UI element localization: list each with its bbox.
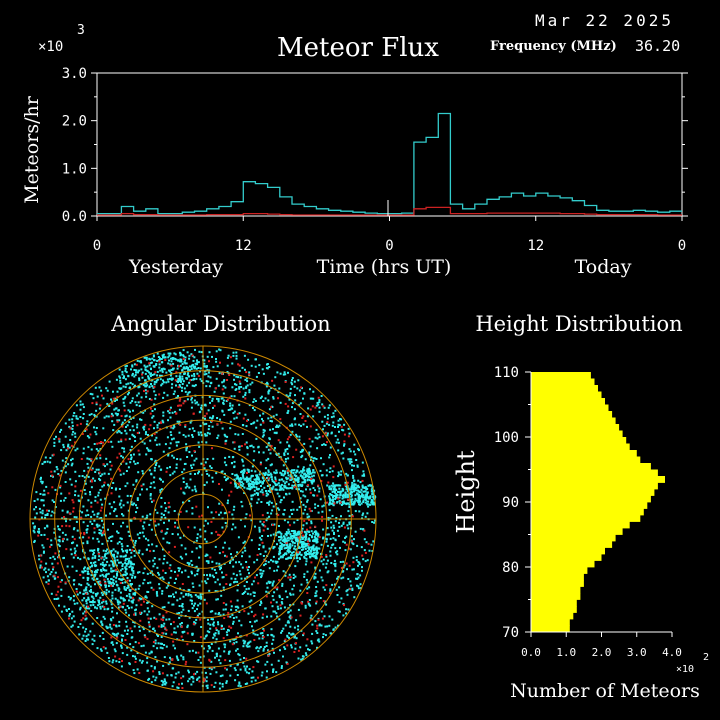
height-bar bbox=[531, 372, 591, 379]
height-bar bbox=[531, 547, 605, 555]
frequency-label: Frequency (MHz) bbox=[490, 39, 617, 54]
height-x-axis-label: Number of Meteors bbox=[510, 680, 700, 702]
flux-x-tick-label: 0 bbox=[93, 238, 101, 254]
flux-y-tick-label: 3.0 bbox=[62, 66, 87, 82]
date-label: Mar 22 2025 bbox=[535, 11, 674, 30]
x-label-yesterday: Yesterday bbox=[128, 256, 223, 278]
height-bar bbox=[531, 619, 570, 626]
flux-y-tick-label: 0.0 bbox=[62, 209, 87, 225]
height-bar bbox=[531, 502, 648, 509]
height-y-tick-label: 90 bbox=[502, 495, 519, 511]
height-bar bbox=[531, 515, 641, 522]
flux-y-axis-label: Meteors/hr bbox=[21, 95, 43, 203]
height-bar bbox=[531, 560, 595, 568]
frequency-value: 36.20 bbox=[635, 37, 680, 55]
height-bar bbox=[531, 625, 570, 633]
height-bar bbox=[531, 541, 613, 548]
height-distribution-chart: 70 80 90 100 110 0.0 1.0 2.0 3.0 4.0 Height Numb… bbox=[452, 365, 709, 702]
height-x-multiplier: ×10 bbox=[676, 664, 694, 675]
height-bar bbox=[531, 599, 577, 607]
height-x-tick-label: 1.0 bbox=[556, 646, 576, 659]
height-bar bbox=[531, 385, 598, 392]
height-bar bbox=[531, 508, 644, 516]
height-bar bbox=[531, 424, 620, 431]
height-bar bbox=[531, 469, 658, 477]
height-x-tick-label: 2.0 bbox=[592, 646, 612, 659]
height-bar bbox=[531, 476, 665, 483]
height-bar bbox=[531, 528, 623, 535]
height-bar bbox=[531, 567, 588, 574]
height-x-tick-label: 3.0 bbox=[627, 646, 647, 659]
height-x-multiplier-exponent: 2 bbox=[703, 652, 709, 663]
height-y-tick-label: 110 bbox=[494, 365, 519, 381]
height-bar bbox=[531, 398, 605, 405]
height-y-tick-label: 70 bbox=[502, 625, 519, 641]
height-bar bbox=[531, 554, 602, 561]
y-multiplier-exponent: 3 bbox=[77, 23, 85, 38]
x-label-today: Today bbox=[575, 256, 632, 278]
flux-x-tick-label: 12 bbox=[527, 238, 544, 254]
y-multiplier: ×10 bbox=[38, 39, 63, 55]
height-bar bbox=[531, 593, 581, 600]
height-bar bbox=[531, 521, 630, 529]
flux-series-line-0 bbox=[97, 112, 682, 215]
height-bar bbox=[531, 580, 584, 587]
angular-title: Angular Distribution bbox=[110, 312, 330, 336]
height-title: Height Distribution bbox=[475, 312, 682, 336]
height-x-tick-label: 0.0 bbox=[521, 646, 541, 659]
flux-x-tick-label: 12 bbox=[235, 238, 252, 254]
angular-grid bbox=[29, 345, 377, 693]
height-bar bbox=[531, 378, 595, 386]
chart-title: Meteor Flux bbox=[277, 33, 439, 63]
height-bar bbox=[531, 463, 651, 470]
height-bar bbox=[531, 606, 577, 613]
flux-x-tick-label: 0 bbox=[678, 238, 686, 254]
height-bar bbox=[531, 534, 616, 542]
height-y-tick-label: 100 bbox=[494, 430, 519, 446]
height-bar bbox=[531, 482, 658, 490]
x-label-time: Time (hrs UT) bbox=[317, 256, 452, 278]
height-bar bbox=[531, 489, 655, 496]
angular-distribution-plot bbox=[29, 345, 377, 693]
height-bar bbox=[531, 443, 630, 451]
height-bar bbox=[531, 612, 574, 620]
flux-series-line-1 bbox=[97, 206, 682, 216]
flux-plot-frame bbox=[96, 72, 683, 217]
height-bar bbox=[531, 573, 584, 581]
flux-chart: 0.0 1.0 2.0 3.0 0 12 0 12 0 Meteors/hr Yesterda… bbox=[21, 66, 688, 278]
height-bar bbox=[531, 586, 581, 594]
height-bar bbox=[531, 495, 651, 503]
height-y-axis-label: Height bbox=[452, 450, 480, 534]
height-bar bbox=[531, 430, 623, 438]
height-bar bbox=[531, 417, 616, 425]
height-bar bbox=[531, 411, 613, 418]
height-bar bbox=[531, 391, 602, 399]
flux-y-tick-label: 2.0 bbox=[62, 114, 87, 130]
height-y-tick-label: 80 bbox=[502, 560, 519, 576]
height-bar bbox=[531, 437, 627, 444]
flux-y-tick-label: 1.0 bbox=[62, 161, 87, 177]
height-x-tick-label: 4.0 bbox=[662, 646, 682, 659]
height-bar bbox=[531, 450, 637, 457]
flux-x-tick-label: 0 bbox=[385, 238, 393, 254]
height-bar bbox=[531, 456, 641, 464]
height-bar bbox=[531, 404, 609, 412]
